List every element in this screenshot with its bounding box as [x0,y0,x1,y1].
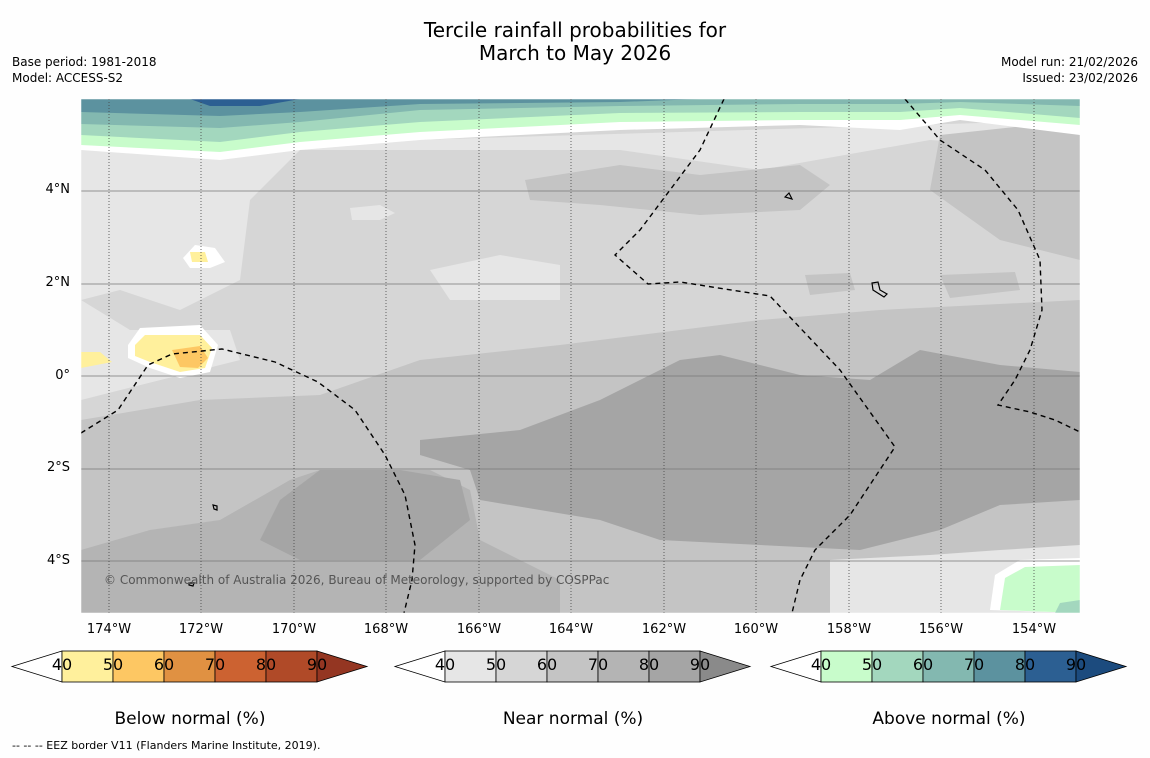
colorbar-near-swatch [546,650,599,683]
model-run: Model run: 21/02/2026 [1000,55,1138,69]
colorbar-tick: 50 [102,655,124,674]
lon-label: 172°W [178,622,224,637]
map-title: Tercile rainfall probabilities for March… [0,19,1150,65]
map-area: © Commonwealth of Australia 2026, Bureau… [81,99,1080,613]
colorbar-above-swatch [1024,650,1077,683]
colorbar-tick: 90 [1065,655,1087,674]
lon-label: 162°W [641,622,687,637]
colorbar-near-swatch [597,650,650,683]
colorbar-below-swatch [163,650,216,683]
above-normal-80-band [190,99,300,106]
colorbars [10,650,1128,683]
colorbar-tick: 60 [153,655,175,674]
colorbar-tick: 70 [587,655,609,674]
meta-left: Base period: 1981-2018 Model: ACCESS-S2 [12,54,157,86]
issued-date: Issued: 23/02/2026 [1022,71,1138,85]
colorbar-near-swatch [444,650,497,683]
colorbar-tick: 40 [434,655,456,674]
colorbar-tick: 80 [638,655,660,674]
colorbar-tick: 90 [306,655,328,674]
lon-label: 166°W [456,622,502,637]
colorbar-near-swatch [495,650,548,683]
lon-label: 158°W [826,622,872,637]
colorbar-above-max-triangle [1075,650,1128,683]
colorbar-tick: 50 [485,655,507,674]
meta-right: Model run: 21/02/2026 Issued: 23/02/2026 [1001,54,1138,86]
below-normal-blob-1 [190,252,208,262]
near-normal-dark-region [420,350,1080,550]
islands [188,191,888,587]
lon-label: 160°W [733,622,779,637]
above-normal-south-east-50 [1055,600,1080,613]
colorbar-tick: 40 [51,655,73,674]
lat-label: 0° [55,368,70,383]
lat-label: 4°S [46,553,70,568]
colorbar-tick: 60 [536,655,558,674]
near-normal-mid-region [525,165,830,215]
colorbar-tick: 40 [810,655,832,674]
eez-footnote: -- -- -- EEZ border V11 (Flanders Marine… [12,739,321,752]
colorbar-tick: 70 [963,655,985,674]
colorbar-below-swatch [265,650,318,683]
below-normal-blob-3 [81,352,112,368]
title-line-2: March to May 2026 [478,41,672,65]
colorbar-tick: 80 [255,655,277,674]
lon-label: 154°W [1011,622,1057,637]
map-frame [80,98,1081,614]
colorbar-near-label: Near normal (%) [502,709,644,729]
near-normal-mid-region-2 [930,120,1080,260]
lon-label: 156°W [918,622,964,637]
lon-label: 170°W [271,622,317,637]
colorbar-above-swatch [871,650,924,683]
below-normal-blob-2-core [172,346,208,368]
parallels [81,190,1080,562]
model-name: Model: ACCESS-S2 [12,71,124,85]
colorbar-near-max-triangle [699,650,752,683]
colorbar-near-swatch [648,650,701,683]
colorbar-above-swatch [820,650,873,683]
lat-label: 2°S [46,460,70,475]
title-line-1: Tercile rainfall probabilities for [423,18,727,42]
colorbar-tick: 80 [1014,655,1036,674]
lat-label: 2°N [45,275,71,290]
colorbar-above-label: Above normal (%) [872,709,1026,729]
lon-label: 174°W [86,622,132,637]
near-normal-light-region-3 [430,255,560,300]
light-patch [350,205,395,220]
colorbar-below-max-triangle [316,650,369,683]
colorbar-above-swatch [922,650,975,683]
colorbar-tick: 60 [912,655,934,674]
colorbar-tick: 50 [861,655,883,674]
lon-label: 164°W [548,622,594,637]
colorbar-tick: 70 [204,655,226,674]
colorbar-below-swatch [214,650,267,683]
colorbar-below-label: Below normal (%) [114,709,266,729]
near-normal-dark-region-2 [260,470,470,560]
eez-borders [81,99,1080,613]
mid-patch-2 [940,272,1020,298]
colorbar-tick: 90 [689,655,711,674]
lat-label: 4°N [45,182,71,197]
above-normal-south-east [1000,565,1080,613]
lon-label: 168°W [363,622,409,637]
copyright-text: © Commonwealth of Australia 2026, Bureau… [104,573,609,587]
base-period: Base period: 1981-2018 [12,55,157,69]
colorbar-below-swatch [61,650,114,683]
colorbar-below-swatch [112,650,165,683]
